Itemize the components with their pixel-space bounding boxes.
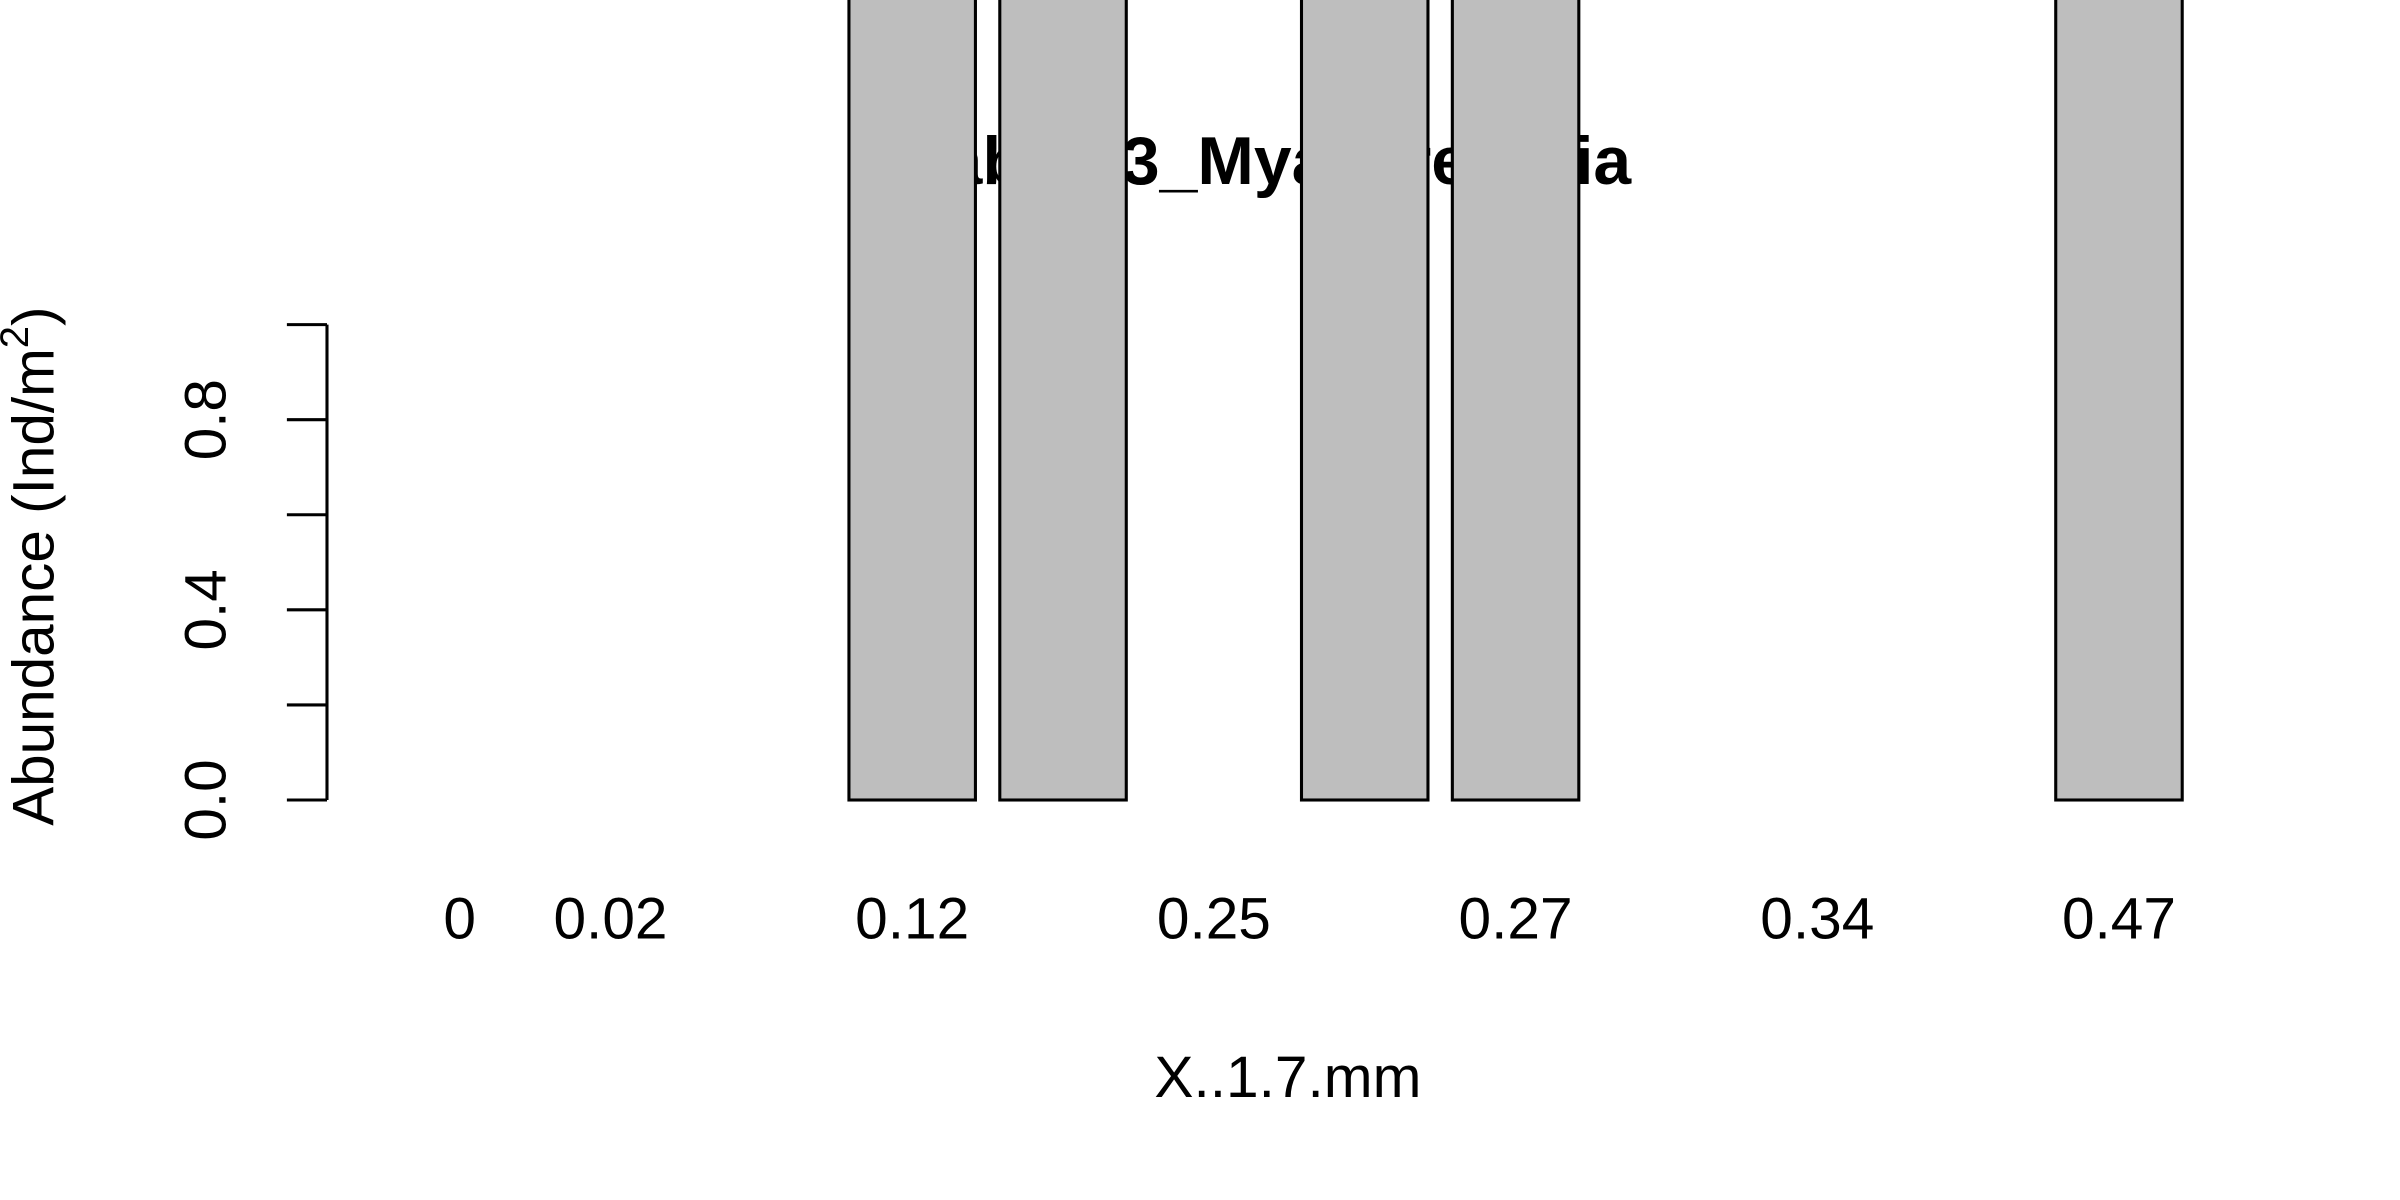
bar	[1450, 0, 1581, 802]
y-axis-label-text: Abundance (Ind/m	[2, 348, 67, 826]
x-tick-label: 0.12	[855, 887, 969, 952]
bar	[2054, 0, 2184, 802]
x-tick-label: 0	[443, 887, 476, 952]
y-tick-label: 0.4	[173, 569, 238, 650]
y-axis-label-sup: 2	[0, 326, 37, 348]
x-tick-label: 0.47	[2062, 887, 2176, 952]
y-tick-label: 0.0	[173, 759, 238, 840]
bar	[1299, 0, 1430, 802]
y-tick-label: 0.8	[173, 379, 238, 460]
bar	[847, 0, 977, 802]
bar	[998, 0, 1128, 802]
x-tick-label: 0.02	[553, 887, 667, 952]
x-axis-label: X..1.7.mm	[1154, 1045, 1421, 1110]
x-tick-label: 0.25	[1157, 887, 1271, 952]
x-tick-label: 0.27	[1459, 887, 1573, 952]
y-axis-label: Abundance (Ind/m2)	[0, 307, 67, 826]
x-tick-label: 0.34	[1760, 887, 1874, 952]
y-axis-label-suffix: )	[2, 307, 67, 326]
